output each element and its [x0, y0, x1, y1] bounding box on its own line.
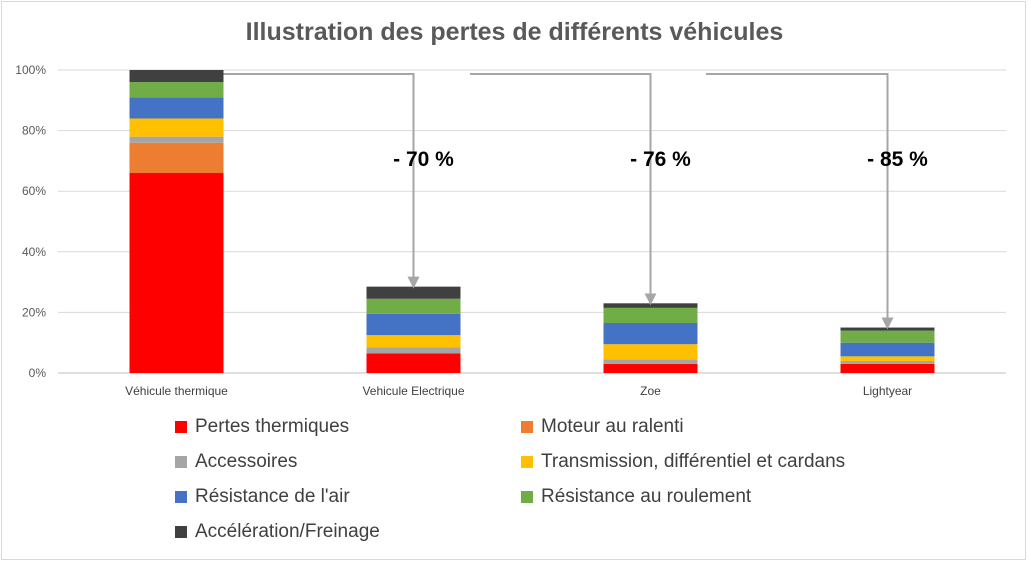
bar-segment — [366, 286, 461, 299]
y-tick-label: 0% — [29, 366, 47, 380]
bar-segment — [840, 330, 935, 343]
bar-segment — [129, 142, 224, 174]
bar-segment — [366, 347, 461, 354]
chart-title: Illustration des pertes de différents vé… — [245, 18, 784, 46]
y-tick-label: 100% — [15, 63, 46, 77]
bar-segment — [840, 363, 935, 373]
reduction-arrow — [223, 73, 420, 289]
bar-segment — [129, 173, 224, 373]
bar-segment — [840, 356, 935, 361]
bar-segment — [603, 359, 698, 364]
bar-segment — [129, 136, 224, 143]
x-tick-label: Véhicule thermique — [125, 384, 228, 398]
bar-segment — [366, 313, 461, 336]
x-tick-label: Zoe — [640, 384, 661, 398]
bar-segment — [603, 307, 698, 324]
bar-segment — [366, 335, 461, 348]
bar-segment — [840, 342, 935, 357]
y-tick-label: 20% — [22, 305, 46, 319]
x-tick-label: Vehicule Electrique — [362, 384, 464, 398]
bar-segment — [129, 118, 224, 137]
reduction-label: - 76 % — [630, 148, 691, 171]
reduction-label: - 70 % — [393, 148, 454, 171]
bar-segment — [840, 360, 935, 364]
bar-segment — [129, 70, 224, 83]
bar-segment — [366, 298, 461, 314]
bar-segment — [129, 82, 224, 98]
bar-segment — [603, 303, 698, 308]
x-tick-label: Lightyear — [863, 384, 912, 398]
reduction-arrow — [706, 73, 894, 330]
y-tick-label: 60% — [22, 184, 46, 198]
reduction-arrow — [470, 73, 657, 306]
bar-segment — [603, 323, 698, 345]
y-tick-label: 40% — [22, 245, 46, 259]
bar-segment — [603, 344, 698, 360]
y-tick-label: 80% — [22, 124, 46, 138]
reduction-label: - 85 % — [867, 148, 928, 171]
bar-segment — [129, 97, 224, 119]
bar-segment — [840, 327, 935, 331]
bar-segment — [366, 353, 461, 373]
bar-segment — [603, 363, 698, 373]
